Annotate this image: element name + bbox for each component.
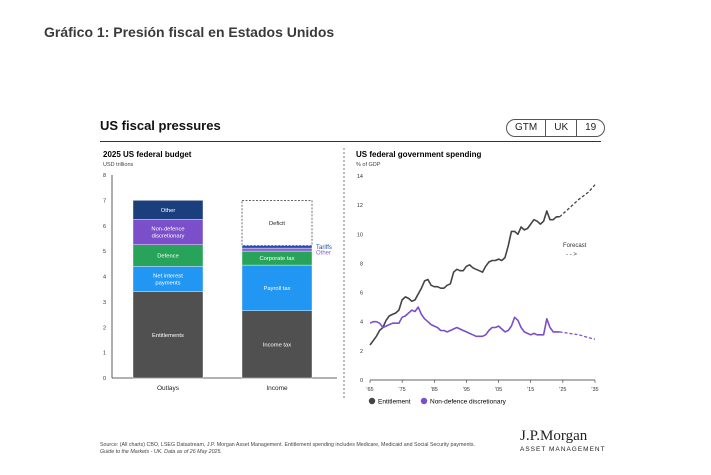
bar-label-outlays-defence: Defence <box>157 254 179 260</box>
bar-income-income-tax <box>241 310 313 379</box>
budget-category-outlays: Outlays <box>157 385 180 392</box>
budget-ytick-label: 6 <box>103 224 106 230</box>
legend-nondefence-marker <box>420 397 428 405</box>
bar-label-outlays-entitlements: Entitlements <box>152 333 184 339</box>
budget-ytick-label: 4 <box>103 275 106 281</box>
badge-page: 19 <box>576 120 604 136</box>
page-title: Gráfico 1: Presión fiscal en Estados Uni… <box>44 24 335 40</box>
source-footnote: Source: (All charts) CBO, LSEG Datastrea… <box>100 442 510 456</box>
logo-name: J.P.Morgan <box>520 428 588 444</box>
header-rule <box>100 141 601 142</box>
bar-income-deficit <box>241 200 313 246</box>
spend-ytick-label: 6 <box>360 291 363 297</box>
spend-ytick-label: 4 <box>360 320 363 326</box>
budget-ytick-label: 5 <box>103 249 106 255</box>
spending-legend: Entitlement Non-defence discretionary <box>368 397 507 406</box>
legend-entitlement-label: Entitlement <box>378 399 411 406</box>
legend-entitlement-marker <box>368 397 376 405</box>
spend-xtick-label: '65 <box>366 387 373 393</box>
bar-label-outlays-other: Other <box>161 208 176 214</box>
bar-label-income-deficit: Deficit <box>269 221 285 227</box>
spending-ylabel: % of GDP <box>356 162 381 168</box>
line-entitlement <box>369 210 560 346</box>
spend-xtick-label: '85 <box>431 387 438 393</box>
spend-xtick-label: '35 <box>591 387 598 393</box>
budget-ylabel: USD trillions <box>103 162 134 168</box>
bar-label-outlays-net-interest-payments: payments <box>155 281 180 287</box>
spend-ytick-label: 2 <box>360 349 363 355</box>
spend-ytick-label: 8 <box>360 261 363 267</box>
budget-ytick-label: 0 <box>103 376 106 382</box>
bar-label-outlays-net-interest-payments: Net interest <box>153 274 183 280</box>
spending-chart: US federal government spending % of GDP … <box>356 150 599 406</box>
spend-xtick-label: '95 <box>463 387 470 393</box>
guide-badge: GTM UK 19 <box>506 119 606 137</box>
bar-label-income-income-tax: Income tax <box>263 342 291 348</box>
budget-ytick-label: 2 <box>103 325 106 331</box>
budget-ytick-label: 3 <box>103 300 106 306</box>
jpmorgan-logo: J.P.Morgan ASSET MANAGEMENT <box>520 428 606 453</box>
budget-chart: 2025 US federal budget USD trillions 0 1 2… <box>103 150 337 392</box>
side-label-tariffs: Tariffs <box>316 245 332 251</box>
spend-ytick-label: 14 <box>357 174 363 180</box>
spend-xtick-label: '05 <box>495 387 502 393</box>
bar-label-outlays-non-defence-discretionary: discretionary <box>152 234 185 240</box>
badge-gtm: GTM <box>515 122 538 133</box>
spend-ytick-label: 12 <box>357 203 363 209</box>
spending-title: US federal government spending <box>356 150 481 159</box>
logo-subtitle: ASSET MANAGEMENT <box>520 446 606 453</box>
spend-ytick-label: 10 <box>357 232 363 238</box>
line-non-defence-discretionary <box>369 306 560 338</box>
spend-ytick-label: 0 <box>360 378 363 384</box>
bar-label-outlays-non-defence-discretionary: Non-defence <box>151 227 184 233</box>
spend-xtick-label: '25 <box>559 387 566 393</box>
forecast-line-non-defence-discretionary <box>559 331 596 340</box>
budget-ytick-label: 1 <box>103 351 106 357</box>
bar-outlays-other <box>132 200 204 220</box>
spend-xtick-label: '15 <box>527 387 534 393</box>
forecast-arrow: - - > <box>566 252 577 258</box>
spend-xtick-label: '75 <box>399 387 406 393</box>
forecast-line-entitlement <box>559 184 596 218</box>
bar-income-tariffs <box>241 245 313 249</box>
bar-outlays-non-defence-discretionary <box>132 219 204 245</box>
forecast-label: Forecast <box>563 243 587 249</box>
bar-outlays-net-interest-payments <box>132 266 204 292</box>
bar-label-income-payroll-tax: Payroll tax <box>263 286 290 292</box>
budget-category-income: Income <box>266 385 288 392</box>
bar-label-income-corporate-tax: Corporate tax <box>259 256 294 262</box>
bar-income-other <box>241 247 313 252</box>
legend-nondefence-label: Non-defence discretionary <box>430 399 507 406</box>
side-label-other: Other <box>316 250 331 256</box>
budget-ytick-label: 8 <box>103 173 106 179</box>
footnote-line-1: Source: (All charts) CBO, LSEG Datastrea… <box>100 442 475 448</box>
budget-title: 2025 US federal budget <box>103 150 192 159</box>
panel-title: US fiscal pressures <box>100 118 221 133</box>
badge-region: UK <box>545 120 576 136</box>
footnote-line-2: Guide to the Markets - UK. Data as of 26… <box>100 449 222 455</box>
bar-income-payroll-tax <box>241 264 313 311</box>
budget-ytick-label: 7 <box>103 198 106 204</box>
